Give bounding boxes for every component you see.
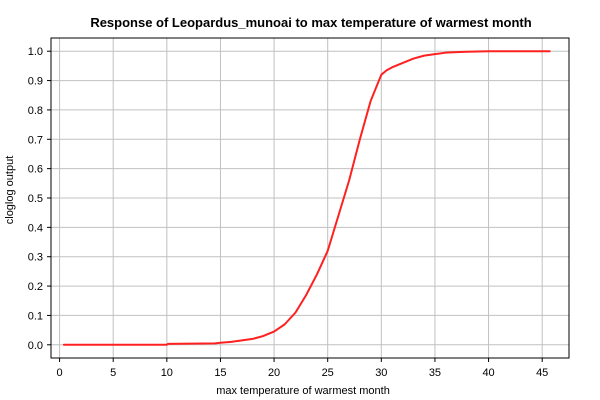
grid-lines — [51, 38, 569, 358]
x-tick-label: 10 — [161, 367, 173, 379]
y-axis: 0.0 0.1 0.2 0.3 0.4 0.5 0.6 0.7 0.8 0.9 1.0 — [28, 46, 51, 352]
x-tick-label: 35 — [429, 367, 441, 379]
y-tick-label: 0.0 — [28, 340, 43, 352]
chart-title: Response of Leopardus_munoai to max temp… — [90, 15, 531, 30]
x-axis: 0 5 10 15 20 25 30 35 40 45 — [57, 358, 548, 379]
y-tick-label: 0.9 — [28, 76, 43, 88]
y-tick-label: 0.5 — [28, 193, 43, 205]
y-tick-label: 0.7 — [28, 134, 43, 146]
y-axis-label: cloglog output — [4, 156, 16, 225]
x-axis-label: max temperature of warmest month — [216, 385, 390, 397]
y-tick-label: 0.6 — [28, 164, 43, 176]
x-tick-label: 45 — [536, 367, 548, 379]
y-tick-label: 1.0 — [28, 46, 43, 58]
x-tick-label: 30 — [375, 367, 387, 379]
y-tick-label: 0.3 — [28, 252, 43, 264]
y-tick-label: 0.4 — [28, 222, 43, 234]
y-tick-label: 0.8 — [28, 105, 43, 117]
x-tick-label: 0 — [57, 367, 63, 379]
x-tick-label: 15 — [214, 367, 226, 379]
x-tick-label: 25 — [322, 367, 334, 379]
x-tick-label: 5 — [110, 367, 116, 379]
response-curve — [62, 50, 551, 346]
x-tick-label: 20 — [268, 367, 280, 379]
x-tick-label: 40 — [482, 367, 494, 379]
y-tick-label: 0.2 — [28, 281, 43, 293]
y-tick-label: 0.1 — [28, 310, 43, 322]
